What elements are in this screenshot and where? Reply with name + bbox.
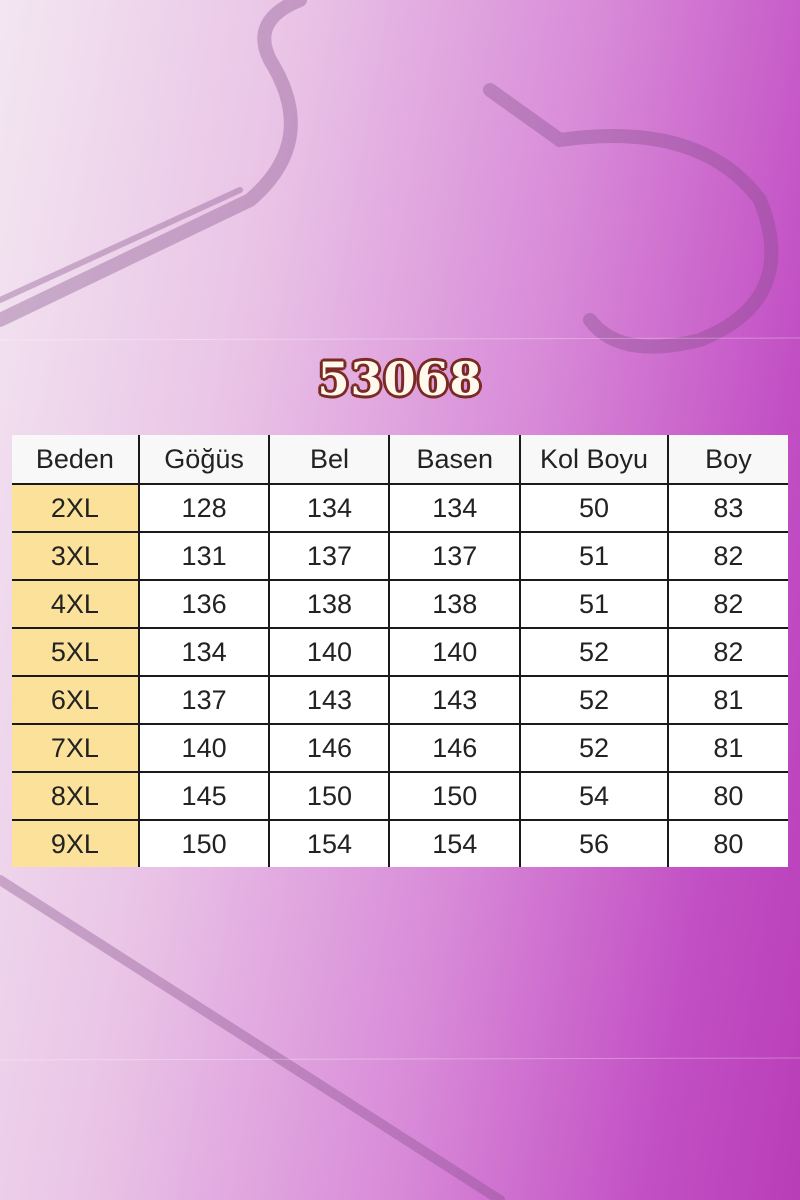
table-row: 9XL 150 154 154 56 80 [12, 819, 788, 867]
measurement-cell: 137 [388, 531, 522, 581]
size-cell: 2XL [12, 483, 140, 533]
table-row: 3XL 131 137 137 51 82 [12, 531, 788, 581]
measurement-cell: 138 [388, 579, 522, 629]
measurement-cell: 146 [268, 723, 391, 773]
measurement-cell: 81 [666, 675, 788, 725]
size-cell: 3XL [12, 531, 140, 581]
measurement-cell: 134 [268, 483, 391, 533]
measurement-cell: 131 [137, 531, 271, 581]
size-cell: 6XL [12, 675, 140, 725]
size-cell: 9XL [12, 819, 140, 867]
size-chart-table: Beden Göğüs Bel Basen Kol Boyu Boy 2XL 128 134 1… [12, 435, 788, 867]
size-cell: 7XL [12, 723, 140, 773]
measurement-cell: 136 [137, 579, 271, 629]
table-row: 4XL 136 138 138 51 82 [12, 579, 788, 629]
column-header: Bel [268, 435, 391, 485]
measurement-cell: 154 [268, 819, 391, 867]
measurement-cell: 137 [137, 675, 271, 725]
size-cell: 8XL [12, 771, 140, 821]
table-row: 8XL 145 150 150 54 80 [12, 771, 788, 821]
size-cell: 5XL [12, 627, 140, 677]
table-row: 5XL 134 140 140 52 82 [12, 627, 788, 677]
column-header: Beden [12, 435, 140, 485]
measurement-cell: 52 [519, 675, 669, 725]
measurement-cell: 140 [268, 627, 391, 677]
table-row: 7XL 140 146 146 52 81 [12, 723, 788, 773]
column-header: Kol Boyu [519, 435, 669, 485]
measurement-cell: 134 [137, 627, 271, 677]
measurement-cell: 154 [388, 819, 522, 867]
measurement-cell: 52 [519, 627, 669, 677]
measurement-cell: 143 [388, 675, 522, 725]
measurement-cell: 150 [388, 771, 522, 821]
measurement-cell: 83 [666, 483, 788, 533]
measurement-cell: 82 [666, 531, 788, 581]
measurement-cell: 56 [519, 819, 669, 867]
column-header: Göğüs [137, 435, 271, 485]
table-header-row: Beden Göğüs Bel Basen Kol Boyu Boy [12, 435, 788, 485]
column-header: Boy [666, 435, 788, 485]
measurement-cell: 82 [666, 627, 788, 677]
measurement-cell: 82 [666, 579, 788, 629]
size-cell: 4XL [12, 579, 140, 629]
product-code-title: 53068 [317, 352, 483, 406]
measurement-cell: 51 [519, 531, 669, 581]
measurement-cell: 150 [268, 771, 391, 821]
measurement-cell: 143 [268, 675, 391, 725]
measurement-cell: 80 [666, 771, 788, 821]
table-row: 6XL 137 143 143 52 81 [12, 675, 788, 725]
measurement-cell: 51 [519, 579, 669, 629]
measurement-cell: 128 [137, 483, 271, 533]
measurement-cell: 50 [519, 483, 669, 533]
measurement-cell: 54 [519, 771, 669, 821]
measurement-cell: 140 [137, 723, 271, 773]
measurement-cell: 52 [519, 723, 669, 773]
measurement-cell: 138 [268, 579, 391, 629]
measurement-cell: 80 [666, 819, 788, 867]
measurement-cell: 140 [388, 627, 522, 677]
column-header: Basen [388, 435, 522, 485]
measurement-cell: 137 [268, 531, 391, 581]
measurement-cell: 81 [666, 723, 788, 773]
table-row: 2XL 128 134 134 50 83 [12, 483, 788, 533]
measurement-cell: 146 [388, 723, 522, 773]
measurement-cell: 134 [388, 483, 522, 533]
measurement-cell: 145 [137, 771, 271, 821]
measurement-cell: 150 [137, 819, 271, 867]
